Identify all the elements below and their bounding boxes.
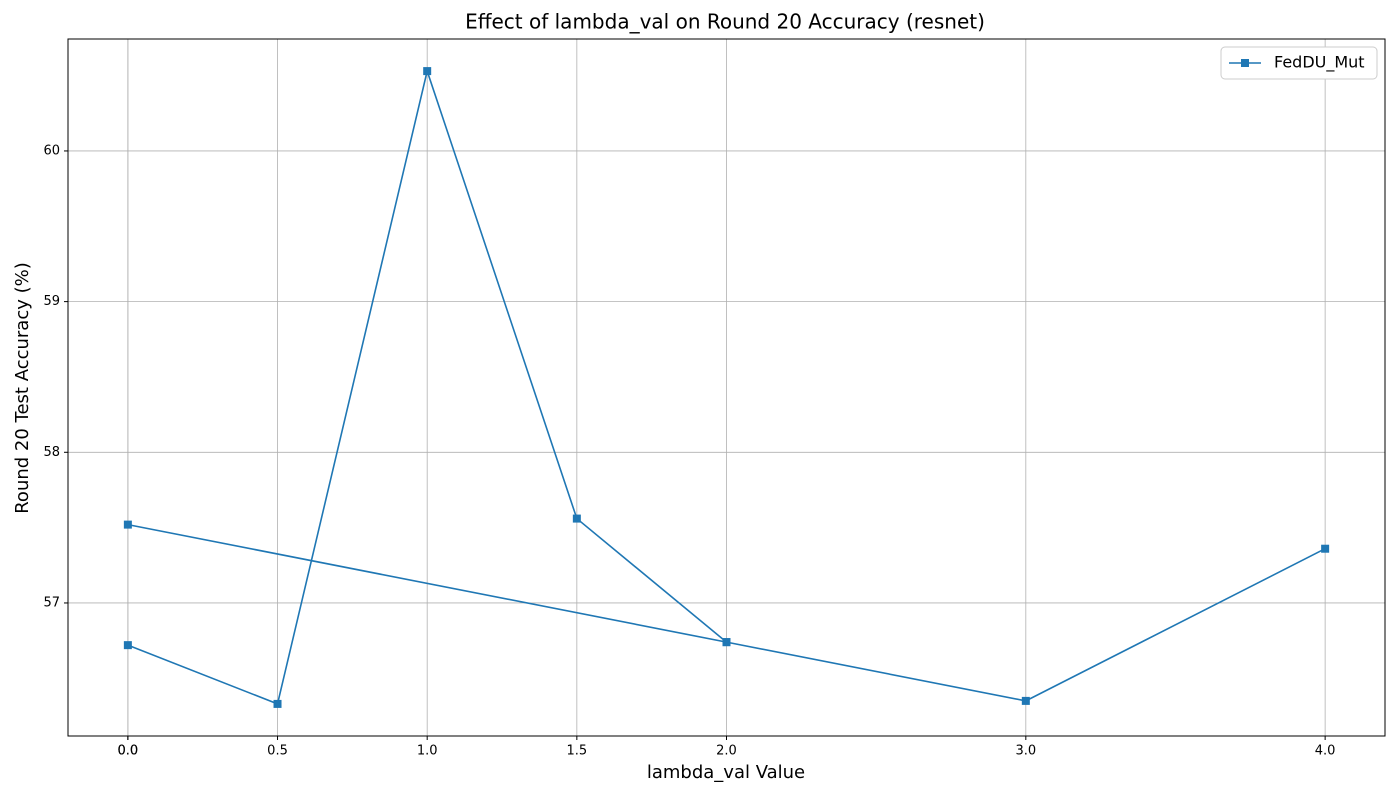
point-marker bbox=[423, 67, 432, 76]
x-tick-label: 0.0 bbox=[118, 744, 139, 759]
legend-box bbox=[1220, 46, 1378, 80]
y-tick-label: 57 bbox=[43, 595, 60, 610]
x-tick-label: 1.5 bbox=[566, 744, 587, 759]
x-tick-label: 0.5 bbox=[267, 744, 288, 759]
point-marker bbox=[722, 638, 731, 647]
y-tick-label: 58 bbox=[43, 445, 60, 460]
plot-frame bbox=[67, 38, 1386, 737]
x-tick-label: 3.0 bbox=[1015, 744, 1036, 759]
legend-label: FedDU_Mut bbox=[1274, 53, 1365, 73]
x-tick-label: 1.0 bbox=[417, 744, 438, 759]
point-marker bbox=[123, 641, 132, 650]
point-marker bbox=[273, 699, 282, 708]
y-axis-label: Round 20 Test Accuracy (%) bbox=[12, 262, 33, 514]
point-marker bbox=[1321, 544, 1330, 553]
x-tick-label: 0.0 bbox=[118, 744, 139, 759]
legend-marker bbox=[1241, 59, 1249, 67]
x-tick-label: 2.0 bbox=[716, 744, 737, 759]
point-marker bbox=[1021, 696, 1030, 705]
y-tick-label: 60 bbox=[43, 143, 60, 158]
point-marker bbox=[572, 514, 581, 523]
x-axis-label: lambda_val Value bbox=[647, 762, 805, 783]
point-marker bbox=[123, 520, 132, 529]
chart-title: Effect of lambda_val on Round 20 Accurac… bbox=[465, 10, 985, 34]
y-tick-label: 59 bbox=[43, 294, 60, 309]
x-tick-label: 4.0 bbox=[1315, 744, 1336, 759]
